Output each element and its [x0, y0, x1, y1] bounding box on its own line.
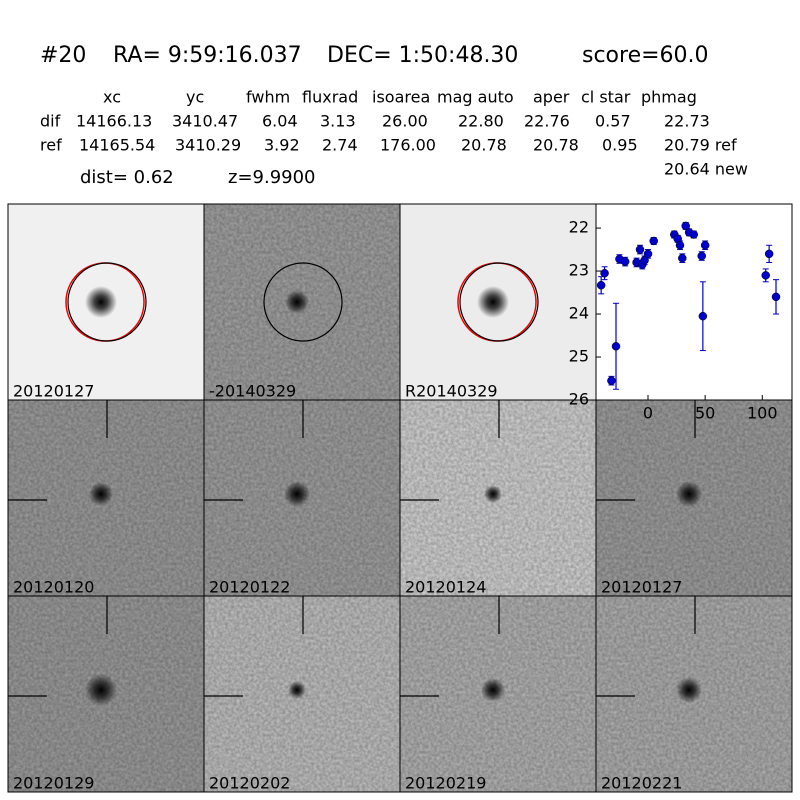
data-point: [596, 280, 606, 290]
panel-label: 20120127: [13, 382, 94, 401]
star: [676, 481, 702, 507]
data-point: [689, 230, 698, 239]
star: [85, 286, 117, 318]
star: [288, 681, 306, 699]
table-cell: 3410.29: [175, 136, 241, 155]
star: [484, 485, 502, 503]
panel-label: 20120129: [13, 774, 94, 793]
table-cell: 26.00: [382, 112, 428, 131]
table-cell: 0.95: [602, 136, 638, 155]
panel-label: 20120122: [209, 578, 290, 597]
column-header: mag auto: [437, 88, 514, 107]
table-cell: 20.78: [533, 136, 579, 155]
data-point: [643, 249, 653, 259]
panel-label: 20120127: [601, 578, 682, 597]
star: [676, 677, 702, 703]
table-cell: 3.92: [264, 136, 300, 155]
star: [284, 481, 310, 507]
new-mag: 20.64 new: [664, 160, 748, 179]
table-cell: 3.13: [320, 112, 356, 131]
table-cell: 20.78: [461, 136, 507, 155]
data-point: [771, 292, 781, 302]
table-cell: 22.76: [524, 112, 570, 131]
panel-label: 20120219: [405, 774, 486, 793]
ra: RA= 9:59:16.037: [113, 43, 302, 68]
column-header: fwhm: [246, 88, 290, 107]
y-tick-label: 23: [569, 261, 589, 280]
y-tick-label: 22: [569, 218, 589, 237]
data-point: [764, 249, 774, 259]
table-cell: dif: [40, 112, 61, 131]
data-point: [611, 342, 621, 351]
column-header: isoarea: [372, 88, 430, 107]
data-point: [697, 251, 706, 261]
data-point: [620, 257, 630, 266]
aperture: [67, 262, 147, 342]
aperture: [459, 262, 539, 342]
star: [285, 290, 309, 314]
panel-label: 20120120: [13, 578, 94, 597]
table-cell: 176.00: [380, 136, 436, 155]
y-tick-label: 25: [569, 347, 589, 366]
aperture: [263, 262, 343, 342]
data-point: [675, 241, 685, 250]
x-tick-label: 0: [643, 404, 653, 423]
data-point: [649, 236, 658, 246]
table-cell: 20.79 ref: [664, 136, 737, 155]
table-cell: 14166.13: [76, 112, 152, 131]
star: [89, 482, 113, 506]
x-tick-label: 50: [695, 404, 715, 423]
column-header: xc: [103, 88, 121, 107]
table-cell: 2.74: [322, 136, 358, 155]
panel-label: -20140329: [209, 382, 296, 401]
data-point: [678, 253, 687, 263]
column-header: cl star: [581, 88, 631, 107]
score: score=60.0: [582, 43, 709, 68]
data-point: [607, 376, 616, 385]
column-header: fluxrad: [302, 88, 358, 107]
panel-label: R20140329: [405, 382, 498, 401]
star: [481, 678, 505, 702]
table-cell: 6.04: [262, 112, 298, 131]
data-point: [700, 241, 710, 250]
column-header: yc: [186, 88, 204, 107]
table-cell: 14165.54: [79, 136, 155, 155]
data-point: [698, 311, 708, 321]
panel-label: 20120221: [601, 774, 682, 793]
table-cell: 22.80: [458, 112, 504, 131]
panel-label: 20120124: [405, 578, 486, 597]
column-header: phmag: [641, 88, 697, 107]
data-point: [761, 271, 770, 280]
table-cell: 3410.47: [172, 112, 238, 131]
star: [85, 674, 117, 706]
x-tick-label: 100: [747, 404, 778, 423]
star: [477, 286, 509, 318]
table-cell: 0.57: [595, 112, 631, 131]
table-cell: 22.73: [664, 112, 710, 131]
data-point: [600, 268, 609, 278]
redshift: z=9.9900: [228, 167, 316, 188]
dist: dist= 0.62: [80, 167, 174, 188]
candidate-id: #20: [40, 43, 86, 68]
data-point: [635, 245, 645, 254]
panel-label: 20120202: [209, 774, 290, 793]
y-tick-label: 24: [569, 304, 589, 323]
y-tick-label: 26: [569, 390, 589, 409]
column-header: aper: [533, 88, 570, 107]
table-cell: ref: [40, 136, 62, 155]
dec: DEC= 1:50:48.30: [327, 43, 518, 68]
